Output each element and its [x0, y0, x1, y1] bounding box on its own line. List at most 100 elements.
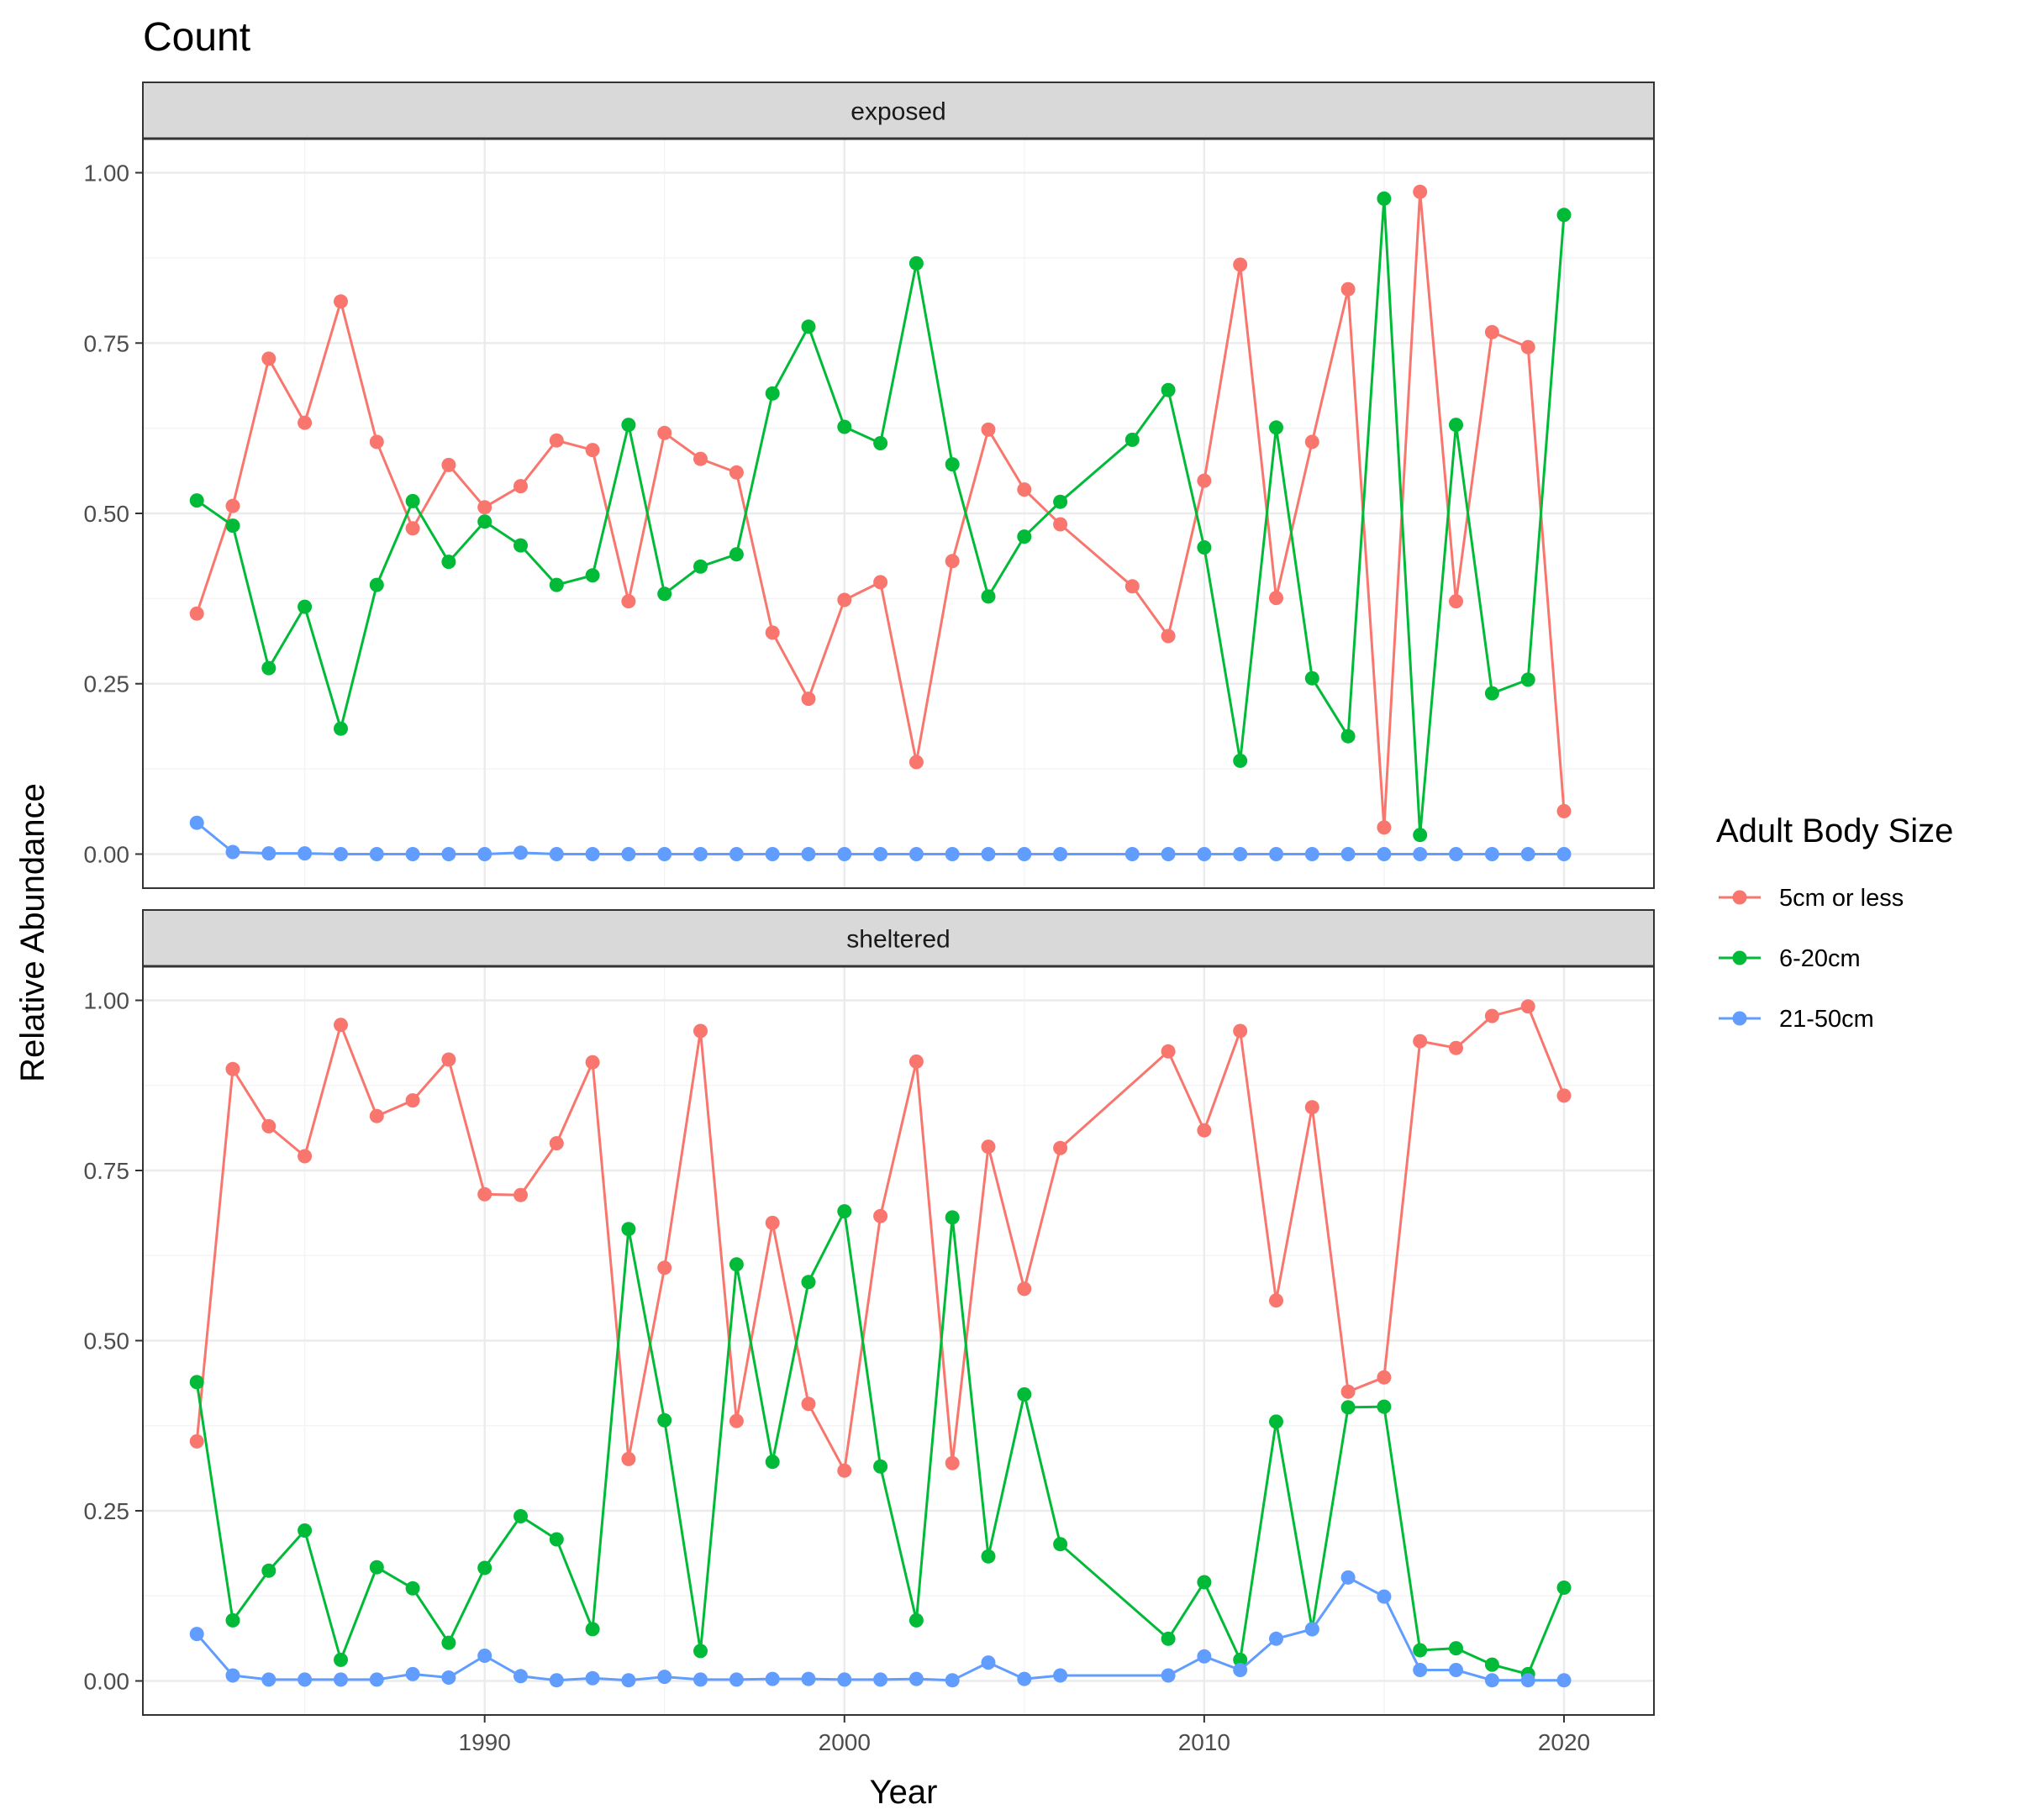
data-point	[1233, 753, 1248, 768]
data-point	[729, 465, 744, 480]
y-tick-label: 0.25	[84, 1498, 130, 1524]
data-point	[621, 594, 636, 609]
data-point	[1017, 529, 1032, 544]
data-point	[1053, 847, 1068, 861]
data-point	[1340, 1400, 1356, 1415]
data-point	[1484, 1657, 1499, 1672]
data-point	[1484, 324, 1499, 339]
series-5cm or less	[189, 999, 1572, 1478]
data-point	[945, 1673, 960, 1688]
data-point	[189, 493, 204, 508]
data-point	[837, 592, 852, 608]
data-point	[334, 721, 348, 736]
facet-strip	[142, 82, 1655, 139]
series-6-20cm	[189, 1204, 1572, 1681]
data-point	[1377, 1399, 1392, 1414]
data-point	[405, 1093, 420, 1108]
data-point	[657, 1260, 672, 1276]
data-point	[405, 521, 420, 536]
data-point	[261, 660, 276, 676]
data-point	[729, 547, 744, 562]
data-point	[1124, 847, 1140, 861]
data-point	[981, 1655, 996, 1670]
data-point	[1340, 729, 1356, 744]
data-point	[981, 1549, 996, 1564]
data-point	[837, 1463, 852, 1478]
data-point	[1161, 629, 1176, 644]
data-point	[298, 846, 313, 861]
data-point	[369, 1560, 384, 1575]
data-point	[1413, 1663, 1428, 1677]
data-point	[1449, 1663, 1463, 1677]
data-point	[261, 1563, 276, 1578]
legend-title: Adult Body Size	[1716, 813, 1953, 850]
data-point	[225, 1061, 240, 1076]
data-point	[1449, 1641, 1463, 1656]
data-point	[908, 255, 924, 271]
y-tick-label: 0.50	[84, 1328, 130, 1354]
data-point	[298, 599, 313, 614]
data-point	[1304, 1622, 1319, 1637]
facet-strip	[142, 909, 1655, 967]
data-point	[837, 419, 852, 434]
data-point	[189, 606, 204, 621]
data-point	[1233, 847, 1248, 861]
data-point	[1197, 847, 1212, 861]
data-point	[1269, 591, 1283, 606]
data-point	[549, 577, 564, 592]
data-point	[261, 1672, 276, 1687]
data-point	[1017, 1387, 1032, 1402]
data-point	[1197, 473, 1212, 488]
series-5cm or less	[189, 184, 1572, 835]
data-point	[189, 815, 204, 830]
data-point	[441, 1670, 456, 1685]
legend: Adult Body Size 5cm or less 6-20cm 21-50cm	[1716, 813, 1953, 1033]
data-point	[405, 1666, 420, 1681]
data-point	[1484, 847, 1499, 861]
data-point	[1413, 184, 1428, 199]
data-point	[1484, 1008, 1499, 1023]
data-point	[1269, 847, 1283, 861]
data-point	[549, 433, 564, 448]
data-point	[1556, 847, 1572, 861]
data-point	[513, 845, 528, 860]
legend-key-point	[1732, 1011, 1747, 1026]
data-point	[334, 294, 348, 309]
facet-exposed: 0.00 0.25 0.50 0.75 1.00 exposed	[84, 82, 1655, 889]
data-point	[1449, 418, 1463, 433]
series-line	[195, 1005, 1566, 1472]
data-point	[801, 692, 816, 707]
data-point	[908, 1612, 924, 1628]
data-point	[298, 1523, 313, 1538]
legend-label: 5cm or less	[1779, 885, 1904, 912]
data-point	[1161, 382, 1176, 397]
data-point	[693, 847, 708, 861]
data-point	[945, 1210, 960, 1225]
data-point	[225, 498, 240, 513]
data-point	[765, 386, 780, 401]
data-point	[1556, 803, 1572, 818]
data-point	[765, 1215, 780, 1230]
data-point	[1017, 482, 1032, 497]
data-point	[1017, 1281, 1032, 1297]
data-point	[1233, 1023, 1248, 1039]
data-point	[657, 425, 672, 440]
data-point	[945, 457, 960, 472]
data-point	[1269, 420, 1283, 435]
data-point	[513, 1187, 528, 1202]
data-point	[477, 1560, 492, 1575]
data-point	[513, 538, 528, 553]
data-point	[441, 1052, 456, 1067]
data-point	[334, 1672, 348, 1687]
data-point	[549, 1136, 564, 1151]
data-point	[1377, 1370, 1392, 1385]
data-point	[908, 1671, 924, 1686]
data-point	[1017, 1671, 1032, 1686]
y-tick-label: 0.75	[84, 330, 130, 356]
series-line	[195, 190, 1566, 829]
data-point	[1053, 1668, 1068, 1683]
data-point	[1233, 1663, 1248, 1677]
series-line	[196, 1575, 1564, 1682]
data-point	[549, 847, 564, 861]
